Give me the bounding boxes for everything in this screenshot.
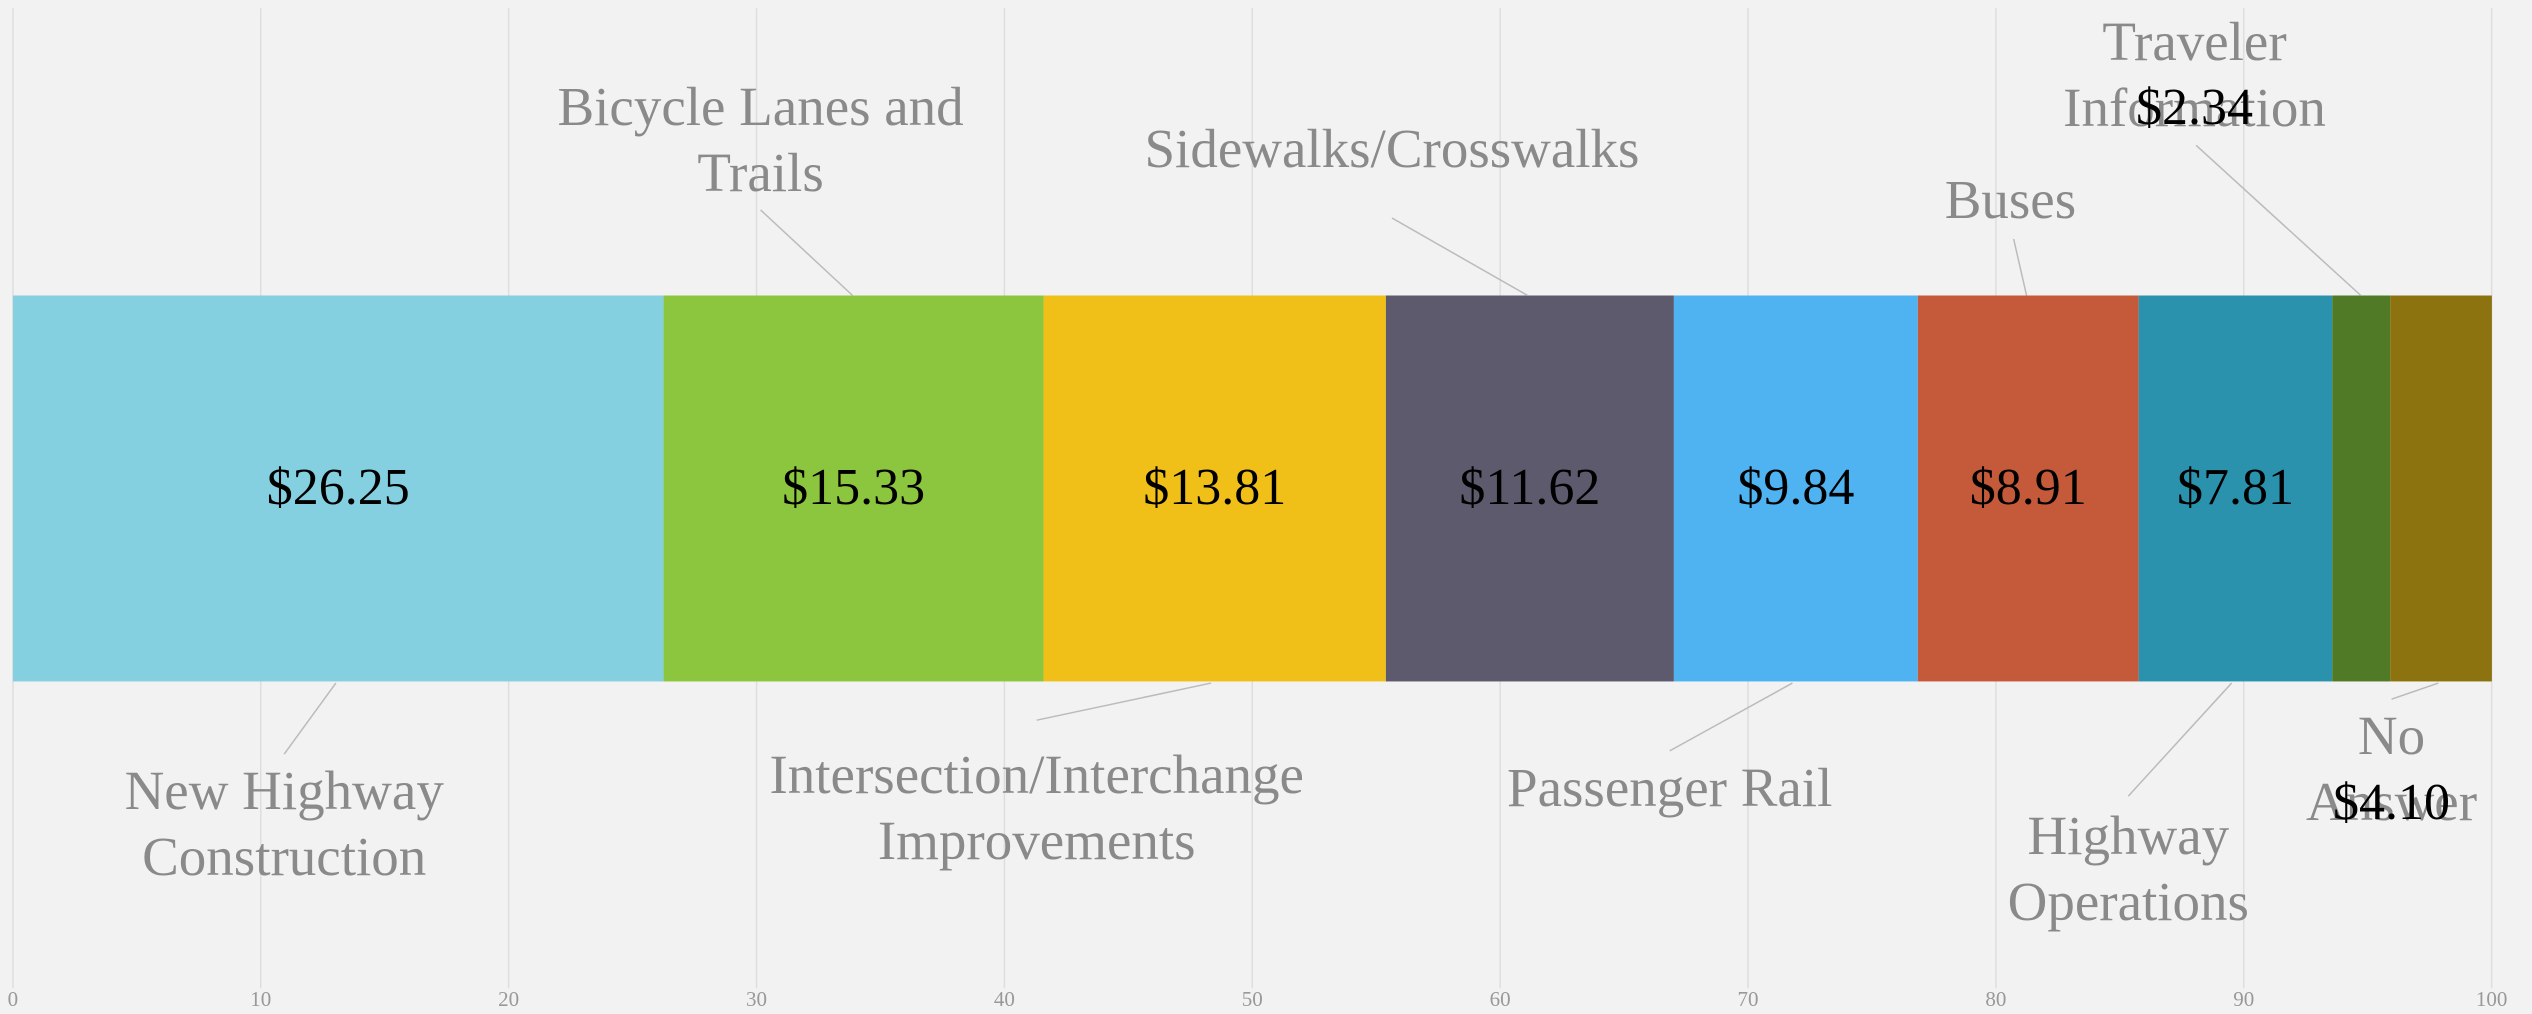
x-tick-label: 90 [2233,987,2254,1011]
category-label: Highway Operations [2007,805,2249,933]
value-label: $15.33 [782,459,926,517]
x-tick-label: 0 [8,987,19,1011]
leader-line [2391,682,2439,700]
value-label: $2.34 [2136,79,2253,137]
bar-segment [1043,295,1386,682]
value-label: $9.84 [1737,459,1855,517]
x-tick-label: 70 [1738,987,1759,1011]
category-label: Passenger Rail [1507,757,1833,819]
bar-segment [663,295,1044,682]
value-label: $8.91 [1969,459,2087,517]
category-label: Buses [1944,169,2077,231]
x-tick-label: 30 [746,987,767,1011]
leader-line [760,209,854,297]
leader-line [1036,682,1212,721]
bar-segment [1673,295,1918,682]
value-label: $11.62 [1459,459,1601,517]
leader-line [2195,144,2362,297]
bar-segment [2332,295,2391,682]
category-label: No Answer [2305,705,2478,833]
leader-line [2012,238,2028,296]
x-tick-label: 100 [2476,987,2508,1011]
value-label: $7.81 [2176,459,2294,517]
category-label: Bicycle Lanes and Trails [557,75,964,203]
leader-line [1669,682,1793,752]
category-label: Sidewalks/Crosswalks [1144,117,1640,179]
bar-segment [2390,295,2492,682]
value-label: $4.10 [2333,773,2450,831]
bar-segment [1385,295,1674,682]
leader-line [2127,682,2233,797]
x-tick-label: 60 [1490,987,1511,1011]
bar-segment [1917,295,2139,682]
leader-line [283,682,337,755]
x-tick-label: 50 [1242,987,1263,1011]
bar-segment [12,295,664,682]
value-label: $26.25 [266,459,410,517]
leader-line [1391,217,1528,297]
category-label: Traveler Information [2063,10,2326,138]
x-tick-label: 20 [498,987,519,1011]
value-label: $13.81 [1143,459,1287,517]
bar-segment [2138,295,2333,682]
x-tick-label: 80 [1985,987,2006,1011]
category-label: Intersection/Interchange Improvements [769,744,1304,872]
x-tick-label: 40 [994,987,1015,1011]
category-label: New Highway Construction [124,760,444,888]
x-tick-label: 10 [250,987,271,1011]
